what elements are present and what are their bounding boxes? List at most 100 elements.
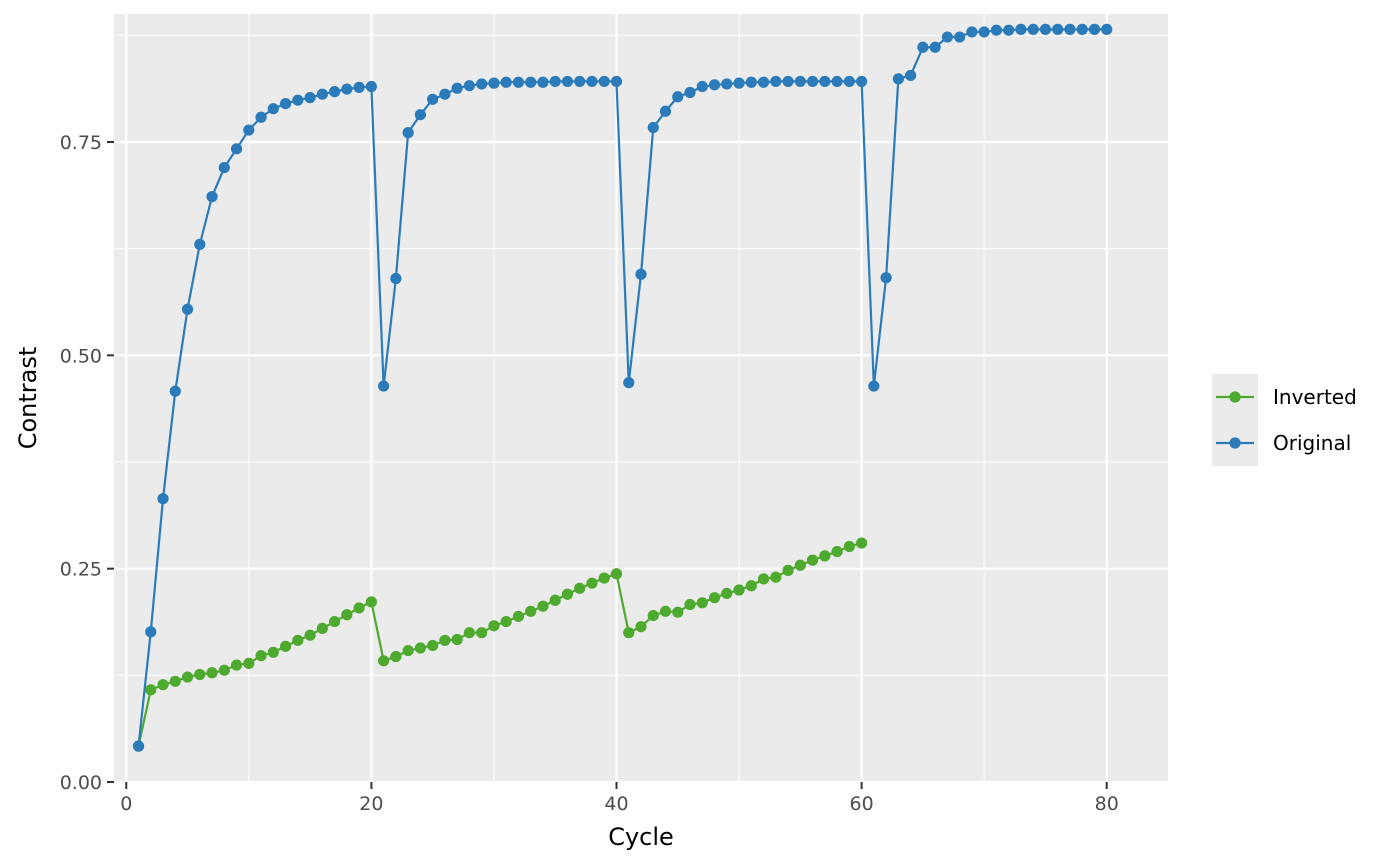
data-point-original [427, 93, 439, 105]
data-point-original [194, 238, 206, 250]
data-point-original [157, 493, 169, 505]
data-point-original [439, 88, 451, 100]
x-tick-label: 20 [359, 793, 383, 815]
data-point-inverted [427, 639, 439, 652]
data-point-original [1039, 23, 1052, 35]
data-point-inverted [353, 602, 365, 614]
data-point-inverted [696, 597, 708, 609]
data-point-original [378, 380, 390, 392]
data-point-original [941, 31, 953, 43]
axes-layer: 0 20 40 60 80 0.00 0.25 0.50 0.75 [60, 132, 1119, 815]
data-point-inverted [623, 627, 635, 639]
data-point-inverted [770, 571, 782, 583]
data-point-inverted [181, 671, 194, 683]
data-point-original [806, 75, 819, 88]
data-point-original [1101, 23, 1113, 35]
legend: Inverted Original [1212, 374, 1357, 466]
data-point-original [966, 26, 978, 38]
data-point-inverted [856, 537, 868, 549]
data-point-inverted [843, 540, 855, 553]
data-point-inverted [194, 668, 206, 681]
data-point-original [561, 75, 574, 88]
legend-item-original: Original [1212, 420, 1351, 466]
data-point-original [181, 303, 194, 315]
data-point-original [1076, 23, 1088, 35]
data-point-inverted [574, 582, 586, 594]
data-point-original [990, 24, 1003, 36]
data-point-inverted [439, 634, 451, 646]
data-point-inverted [451, 633, 463, 646]
data-point-original [1052, 23, 1064, 35]
data-point-inverted [525, 605, 537, 617]
data-point-original [574, 75, 586, 88]
data-point-original [586, 75, 598, 88]
data-point-inverted [708, 592, 721, 604]
data-point-inverted [255, 650, 267, 662]
data-point-inverted [292, 634, 304, 646]
data-point-original [255, 111, 267, 123]
x-tick-label: 80 [1095, 793, 1119, 815]
data-point-original [365, 80, 377, 93]
y-tick-label: 0.75 [60, 132, 102, 154]
data-point-inverted [598, 572, 610, 584]
data-point-original [292, 94, 304, 106]
data-point-original [390, 272, 402, 285]
data-point-original [733, 77, 745, 89]
data-point-inverted [610, 568, 623, 580]
data-point-original [206, 191, 218, 203]
x-axis-title: Cycle [608, 823, 674, 851]
y-tick-label: 0.00 [60, 772, 102, 794]
data-point-original [476, 78, 488, 90]
data-point-original [598, 75, 610, 88]
data-point-original [500, 76, 512, 88]
data-point-original [659, 105, 672, 117]
data-point-original [341, 83, 353, 95]
data-point-inverted [733, 584, 745, 596]
data-point-original [1088, 23, 1101, 35]
data-point-inverted [782, 564, 794, 576]
legend-key-point [1229, 391, 1241, 403]
data-point-original [623, 377, 635, 389]
data-point-inverted [390, 650, 402, 663]
data-point-original [512, 76, 525, 88]
y-axis-title: Contrast [14, 347, 42, 450]
data-point-inverted [635, 621, 647, 633]
data-point-inverted [819, 550, 831, 562]
data-point-original [1064, 23, 1076, 35]
x-tick-label: 40 [604, 793, 628, 815]
data-point-inverted [549, 594, 561, 606]
y-tick-label: 0.50 [60, 345, 102, 367]
data-point-inverted [267, 646, 279, 658]
data-point-inverted [365, 596, 377, 608]
data-point-inverted [279, 640, 292, 652]
data-point-inverted [794, 559, 806, 571]
data-point-original [672, 91, 684, 103]
grid-major [114, 14, 1168, 784]
data-point-original [1015, 23, 1027, 35]
data-point-inverted [218, 664, 230, 676]
data-point-original [770, 75, 782, 88]
data-point-original [782, 75, 794, 88]
data-point-original [402, 127, 414, 139]
data-point-original [145, 626, 157, 638]
data-point-original [635, 268, 647, 280]
data-point-original [218, 162, 230, 174]
data-point-original [316, 88, 328, 100]
plot-panel [114, 14, 1168, 782]
data-point-original [414, 109, 426, 121]
legend-label-inverted: Inverted [1273, 385, 1357, 409]
data-point-original [488, 77, 500, 89]
data-point-original [721, 78, 733, 90]
data-point-original [917, 41, 929, 53]
data-point-inverted [341, 609, 353, 621]
data-point-original [905, 69, 917, 82]
data-point-original [819, 75, 831, 88]
data-point-original [843, 75, 855, 88]
data-point-inverted [647, 610, 659, 622]
data-point-inverted [512, 610, 525, 623]
data-point-inverted [831, 546, 843, 558]
data-point-original [169, 385, 181, 397]
series-inverted [132, 537, 868, 752]
data-point-inverted [145, 684, 157, 696]
